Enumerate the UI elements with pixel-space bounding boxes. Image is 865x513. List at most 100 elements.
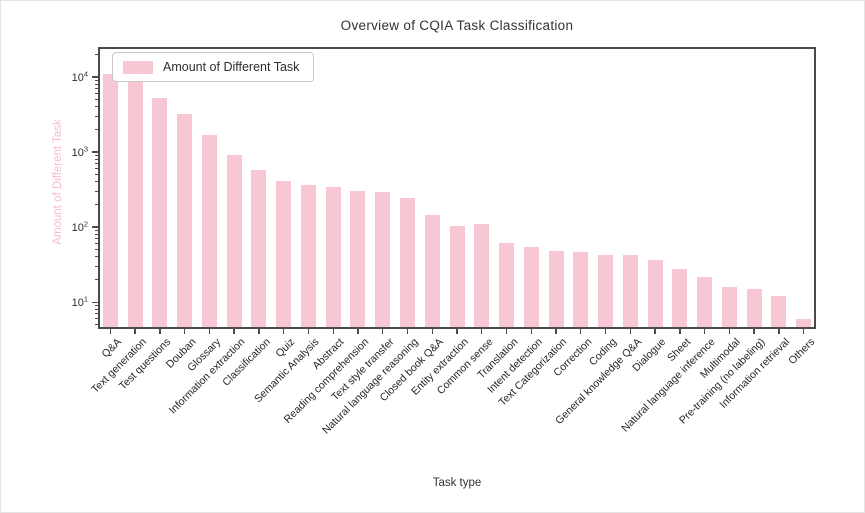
chart-bar <box>300 185 316 329</box>
x-tick-label: Others <box>786 336 818 367</box>
y-minor-tick <box>95 238 98 240</box>
y-minor-tick <box>95 98 98 100</box>
x-tick <box>456 329 458 334</box>
x-tick <box>282 329 285 334</box>
y-minor-tick <box>95 83 98 85</box>
chart-bar <box>127 76 143 329</box>
x-tick <box>208 329 211 334</box>
x-tick <box>406 329 409 334</box>
y-major-tick <box>92 226 98 228</box>
chart-bar <box>598 254 614 329</box>
y-minor-tick <box>95 324 98 326</box>
chart-bar <box>152 98 168 329</box>
legend-label: Amount of Different Task <box>163 60 300 74</box>
chart-bar <box>721 286 737 329</box>
x-tick <box>159 329 161 334</box>
y-minor-tick <box>95 88 98 90</box>
legend-layer: Amount of Different Task <box>98 47 816 329</box>
y-tick-label: 101 <box>71 294 88 310</box>
chart-bar <box>201 134 217 329</box>
x-tick <box>778 329 780 334</box>
y-minor-tick <box>95 230 98 232</box>
y-minor-tick <box>95 265 98 267</box>
y-minor-tick <box>95 168 98 170</box>
y-tick-label: 104 <box>71 69 88 84</box>
x-tick <box>654 329 656 334</box>
y-minor-tick <box>95 318 98 320</box>
chart-bar <box>325 187 341 329</box>
x-tick <box>555 329 557 334</box>
y-minor-tick <box>95 93 98 95</box>
x-tick <box>505 329 508 334</box>
x-axis-label: Task type <box>432 477 482 489</box>
chart-bar <box>424 215 440 329</box>
x-tick <box>604 329 607 334</box>
chart-bar <box>622 255 638 329</box>
chart-bar <box>102 73 118 329</box>
y-minor-tick <box>95 128 98 130</box>
y-major-tick <box>92 76 98 78</box>
legend-swatch-icon <box>123 60 153 74</box>
x-tick <box>332 329 334 334</box>
y-minor-tick <box>95 174 98 176</box>
x-tick <box>109 329 112 334</box>
y-tick-label: 103 <box>71 144 88 160</box>
x-tick <box>753 329 755 334</box>
x-tick <box>580 329 582 334</box>
chart-title: Overview of CQIA Task Classification <box>340 18 574 33</box>
y-minor-tick <box>95 190 98 192</box>
plot-frame <box>98 47 816 329</box>
x-tick <box>382 329 384 334</box>
y-minor-tick <box>95 305 98 307</box>
y-major-tick <box>92 151 98 153</box>
x-tick <box>307 329 310 334</box>
y-minor-tick <box>95 181 98 183</box>
x-tick <box>183 329 186 334</box>
y-minor-tick <box>95 308 98 310</box>
chart-bar <box>548 251 564 329</box>
y-minor-tick <box>95 279 98 281</box>
x-tick <box>679 329 681 334</box>
chart-bar <box>474 224 490 329</box>
chart-bar <box>350 191 366 329</box>
x-tick <box>431 329 433 334</box>
y-minor-tick <box>95 233 98 235</box>
x-tick <box>629 329 631 334</box>
chart-bar <box>251 170 267 329</box>
chart-bar <box>449 225 465 329</box>
y-minor-tick <box>95 158 98 160</box>
x-tick <box>357 329 359 334</box>
y-minor-tick <box>95 203 98 205</box>
x-tick <box>233 329 235 334</box>
y-minor-tick <box>95 79 98 81</box>
chart-bar <box>177 114 193 329</box>
chart-bar <box>697 276 713 329</box>
x-tick <box>703 329 706 334</box>
chart-bar <box>276 181 292 329</box>
y-minor-tick <box>95 243 98 245</box>
x-tick <box>258 329 260 334</box>
chart-bar <box>796 318 812 329</box>
chart-bar <box>375 191 391 329</box>
y-minor-tick <box>95 154 98 156</box>
bars-layer <box>98 47 816 329</box>
y-minor-tick <box>95 249 98 251</box>
x-tick <box>481 329 483 334</box>
chart-bar <box>573 251 589 329</box>
y-minor-tick <box>95 163 98 165</box>
chart-bar <box>746 289 762 329</box>
x-tick <box>134 329 136 334</box>
chart-bar <box>399 197 415 329</box>
legend: Amount of Different Task <box>112 52 315 82</box>
chart-bar <box>226 155 242 329</box>
chart-bar <box>672 268 688 329</box>
chart-bar <box>523 246 539 329</box>
y-major-tick <box>92 301 98 304</box>
chart-bar <box>647 259 663 329</box>
y-minor-tick <box>95 53 98 55</box>
chart-bar <box>771 296 787 329</box>
y-minor-tick <box>95 106 98 108</box>
y-minor-tick <box>95 256 98 258</box>
x-tick <box>728 329 731 334</box>
